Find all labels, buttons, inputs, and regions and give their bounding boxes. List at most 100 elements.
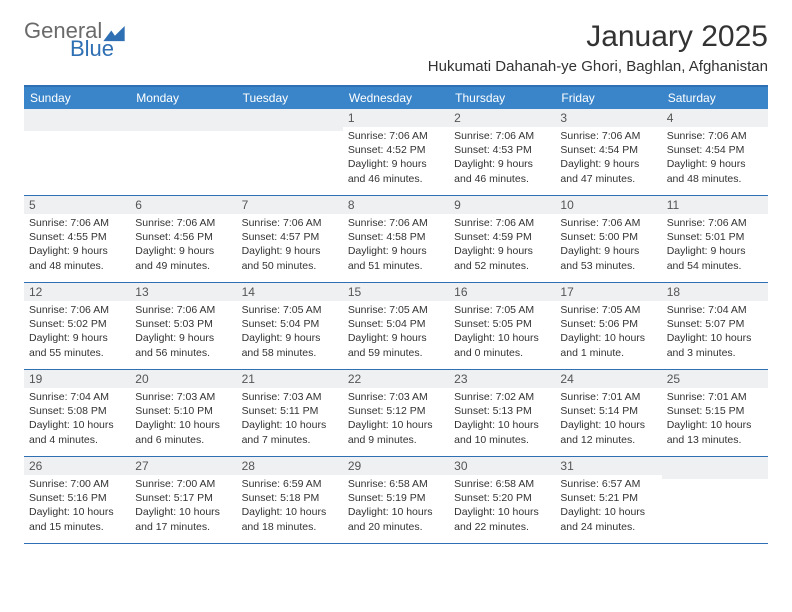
day-number-row: 20 bbox=[130, 370, 236, 388]
daylight-text: Daylight: 9 hours bbox=[242, 244, 338, 258]
day-number: 19 bbox=[29, 372, 125, 386]
daylight-text-2: and 58 minutes. bbox=[242, 346, 338, 360]
sunrise-text: Sunrise: 7:00 AM bbox=[29, 477, 125, 491]
daylight-text-2: and 51 minutes. bbox=[348, 259, 444, 273]
day-number: 29 bbox=[348, 459, 444, 473]
daylight-text: Daylight: 10 hours bbox=[348, 418, 444, 432]
day-number-row: 25 bbox=[662, 370, 768, 388]
day-cell: 22Sunrise: 7:03 AMSunset: 5:12 PMDayligh… bbox=[343, 370, 449, 456]
sunset-text: Sunset: 4:55 PM bbox=[29, 230, 125, 244]
sunset-text: Sunset: 5:15 PM bbox=[667, 404, 763, 418]
day-cell: 12Sunrise: 7:06 AMSunset: 5:02 PMDayligh… bbox=[24, 283, 130, 369]
daylight-text: Daylight: 9 hours bbox=[348, 244, 444, 258]
day-cell: 10Sunrise: 7:06 AMSunset: 5:00 PMDayligh… bbox=[555, 196, 661, 282]
day-cell: 29Sunrise: 6:58 AMSunset: 5:19 PMDayligh… bbox=[343, 457, 449, 543]
day-number-row: 13 bbox=[130, 283, 236, 301]
sunrise-text: Sunrise: 7:00 AM bbox=[135, 477, 231, 491]
week-row: 5Sunrise: 7:06 AMSunset: 4:55 PMDaylight… bbox=[24, 196, 768, 283]
day-number: 5 bbox=[29, 198, 125, 212]
daylight-text-2: and 20 minutes. bbox=[348, 520, 444, 534]
location-text: Hukumati Dahanah-ye Ghori, Baghlan, Afgh… bbox=[428, 58, 768, 75]
week-row: 19Sunrise: 7:04 AMSunset: 5:08 PMDayligh… bbox=[24, 370, 768, 457]
day-number-row-empty bbox=[662, 457, 768, 479]
day-number: 20 bbox=[135, 372, 231, 386]
day-cell: 20Sunrise: 7:03 AMSunset: 5:10 PMDayligh… bbox=[130, 370, 236, 456]
day-number: 10 bbox=[560, 198, 656, 212]
daylight-text-2: and 49 minutes. bbox=[135, 259, 231, 273]
daylight-text: Daylight: 10 hours bbox=[29, 418, 125, 432]
day-number-row-empty bbox=[130, 109, 236, 131]
sunset-text: Sunset: 4:52 PM bbox=[348, 143, 444, 157]
day-number-row: 14 bbox=[237, 283, 343, 301]
daylight-text-2: and 18 minutes. bbox=[242, 520, 338, 534]
sunrise-text: Sunrise: 7:05 AM bbox=[454, 303, 550, 317]
week-row: 26Sunrise: 7:00 AMSunset: 5:16 PMDayligh… bbox=[24, 457, 768, 544]
day-cell: 28Sunrise: 6:59 AMSunset: 5:18 PMDayligh… bbox=[237, 457, 343, 543]
day-number: 15 bbox=[348, 285, 444, 299]
daylight-text: Daylight: 10 hours bbox=[454, 505, 550, 519]
day-number-row: 30 bbox=[449, 457, 555, 475]
daylight-text: Daylight: 10 hours bbox=[135, 505, 231, 519]
day-cell: 8Sunrise: 7:06 AMSunset: 4:58 PMDaylight… bbox=[343, 196, 449, 282]
day-number: 9 bbox=[454, 198, 550, 212]
day-cell: 6Sunrise: 7:06 AMSunset: 4:56 PMDaylight… bbox=[130, 196, 236, 282]
day-number-row-empty bbox=[237, 109, 343, 131]
day-cell: 17Sunrise: 7:05 AMSunset: 5:06 PMDayligh… bbox=[555, 283, 661, 369]
day-cell: 25Sunrise: 7:01 AMSunset: 5:15 PMDayligh… bbox=[662, 370, 768, 456]
day-cell: 18Sunrise: 7:04 AMSunset: 5:07 PMDayligh… bbox=[662, 283, 768, 369]
day-number: 16 bbox=[454, 285, 550, 299]
day-number-row: 1 bbox=[343, 109, 449, 127]
day-cell: 31Sunrise: 6:57 AMSunset: 5:21 PMDayligh… bbox=[555, 457, 661, 543]
day-number-row: 22 bbox=[343, 370, 449, 388]
day-number-row: 9 bbox=[449, 196, 555, 214]
day-number-row: 24 bbox=[555, 370, 661, 388]
sunset-text: Sunset: 5:08 PM bbox=[29, 404, 125, 418]
day-number-row: 8 bbox=[343, 196, 449, 214]
weekday-tuesday: Tuesday bbox=[237, 87, 343, 109]
sunset-text: Sunset: 4:59 PM bbox=[454, 230, 550, 244]
daylight-text-2: and 59 minutes. bbox=[348, 346, 444, 360]
sunrise-text: Sunrise: 7:06 AM bbox=[242, 216, 338, 230]
day-cell bbox=[24, 109, 130, 195]
day-cell: 21Sunrise: 7:03 AMSunset: 5:11 PMDayligh… bbox=[237, 370, 343, 456]
daylight-text-2: and 4 minutes. bbox=[29, 433, 125, 447]
sunset-text: Sunset: 5:04 PM bbox=[242, 317, 338, 331]
day-number: 13 bbox=[135, 285, 231, 299]
sunrise-text: Sunrise: 7:06 AM bbox=[560, 129, 656, 143]
day-number-row: 23 bbox=[449, 370, 555, 388]
weekday-header-row: Sunday Monday Tuesday Wednesday Thursday… bbox=[24, 87, 768, 109]
day-number: 27 bbox=[135, 459, 231, 473]
sunset-text: Sunset: 4:54 PM bbox=[667, 143, 763, 157]
day-cell: 2Sunrise: 7:06 AMSunset: 4:53 PMDaylight… bbox=[449, 109, 555, 195]
calendar-page: GeneralBlue January 2025 Hukumati Dahana… bbox=[0, 0, 792, 554]
daylight-text-2: and 17 minutes. bbox=[135, 520, 231, 534]
daylight-text: Daylight: 9 hours bbox=[242, 331, 338, 345]
day-number: 24 bbox=[560, 372, 656, 386]
day-cell: 5Sunrise: 7:06 AMSunset: 4:55 PMDaylight… bbox=[24, 196, 130, 282]
sunset-text: Sunset: 5:00 PM bbox=[560, 230, 656, 244]
day-cell: 9Sunrise: 7:06 AMSunset: 4:59 PMDaylight… bbox=[449, 196, 555, 282]
daylight-text-2: and 12 minutes. bbox=[560, 433, 656, 447]
day-number: 3 bbox=[560, 111, 656, 125]
sunset-text: Sunset: 5:07 PM bbox=[667, 317, 763, 331]
daylight-text-2: and 56 minutes. bbox=[135, 346, 231, 360]
weeks-container: 1Sunrise: 7:06 AMSunset: 4:52 PMDaylight… bbox=[24, 109, 768, 544]
sunset-text: Sunset: 4:57 PM bbox=[242, 230, 338, 244]
day-number: 31 bbox=[560, 459, 656, 473]
day-number: 8 bbox=[348, 198, 444, 212]
daylight-text-2: and 15 minutes. bbox=[29, 520, 125, 534]
day-cell: 27Sunrise: 7:00 AMSunset: 5:17 PMDayligh… bbox=[130, 457, 236, 543]
day-number-row: 19 bbox=[24, 370, 130, 388]
sunset-text: Sunset: 5:02 PM bbox=[29, 317, 125, 331]
weekday-sunday: Sunday bbox=[24, 87, 130, 109]
day-number-row: 2 bbox=[449, 109, 555, 127]
sunrise-text: Sunrise: 7:03 AM bbox=[242, 390, 338, 404]
sunrise-text: Sunrise: 7:06 AM bbox=[454, 216, 550, 230]
day-cell bbox=[662, 457, 768, 543]
sunrise-text: Sunrise: 7:06 AM bbox=[29, 216, 125, 230]
sunset-text: Sunset: 5:18 PM bbox=[242, 491, 338, 505]
sunrise-text: Sunrise: 7:06 AM bbox=[348, 216, 444, 230]
sunrise-text: Sunrise: 7:06 AM bbox=[454, 129, 550, 143]
sunrise-text: Sunrise: 7:06 AM bbox=[348, 129, 444, 143]
sunset-text: Sunset: 5:11 PM bbox=[242, 404, 338, 418]
